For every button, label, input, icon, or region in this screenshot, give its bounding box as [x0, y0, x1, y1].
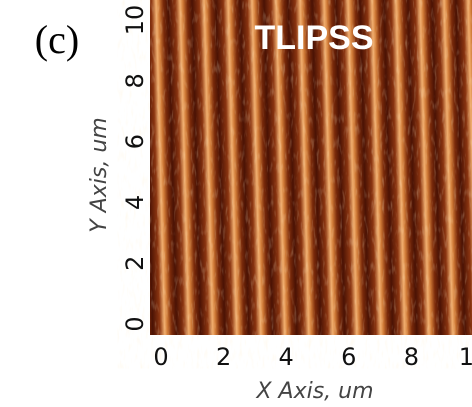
chart-title: TLIPSS: [254, 19, 373, 57]
label-box: [0, 0, 115, 78]
y-axis-title: Y Axis, um: [87, 117, 112, 232]
x-tick-label: 0: [153, 343, 168, 371]
x-tick-label: 8: [404, 343, 419, 371]
y-tick-label: 10: [121, 5, 149, 36]
y-tick-label: 2: [121, 256, 149, 271]
y-tick-label: 6: [121, 134, 149, 149]
x-tick-label: 2: [216, 343, 231, 371]
x-tick-label: 6: [341, 343, 356, 371]
y-tick-label: 4: [121, 195, 149, 210]
x-tick-label: 10: [459, 343, 472, 371]
y-tick-label: 8: [121, 73, 149, 88]
x-tick-label: 4: [279, 343, 294, 371]
afm-image: [150, 0, 472, 335]
panel-label: (c): [35, 17, 79, 62]
x-axis-title: X Axis, um: [255, 379, 373, 404]
y-tick-label: 0: [121, 316, 149, 331]
